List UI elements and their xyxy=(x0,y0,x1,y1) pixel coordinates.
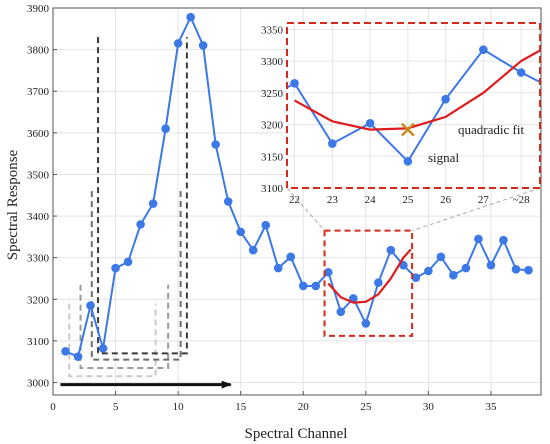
signal-point xyxy=(186,12,195,22)
signal-point xyxy=(474,234,483,244)
y-tick-label: 3200 xyxy=(27,294,50,306)
x-tick-label: 25 xyxy=(360,401,372,413)
signal-point xyxy=(298,281,308,291)
signal-point xyxy=(374,278,383,287)
inset-plot: 22 23 24 25 26 27 ~28 3100 3150 3200 3250 3300 3350 xyxy=(261,22,541,232)
signal-point xyxy=(273,263,283,273)
y-tick-label: 3900 xyxy=(27,3,50,15)
signal-point xyxy=(61,347,70,356)
inset-y-tick-label: 3350 xyxy=(261,24,284,36)
inset-y-tick-label: 3250 xyxy=(261,88,284,100)
signal-point xyxy=(286,252,296,262)
fit-minimum-marker xyxy=(400,122,415,137)
y-tick-label: 3600 xyxy=(27,128,50,140)
signal-point xyxy=(73,352,83,362)
y-tick-label: 3500 xyxy=(27,169,50,181)
x-tick-label: 20 xyxy=(298,401,310,413)
x-axis-title: Spectral Channel xyxy=(245,426,348,442)
signal-point xyxy=(261,220,271,230)
signal-point xyxy=(161,124,170,133)
y-tick-label: 3700 xyxy=(27,86,50,98)
x-tick-label: 15 xyxy=(235,401,247,413)
signal-point xyxy=(236,227,245,237)
signal-point xyxy=(86,301,95,310)
x-tick-label: 35 xyxy=(485,401,497,413)
inset-signal-point xyxy=(328,139,337,148)
window-step-2 xyxy=(79,284,170,369)
inset-signal-point xyxy=(403,157,413,166)
signal-point xyxy=(198,41,208,50)
inset-x-tick-label: 25 xyxy=(402,194,414,206)
signal-point xyxy=(148,199,158,208)
signal-point xyxy=(223,197,233,206)
inset-background xyxy=(287,23,540,188)
signal-point xyxy=(136,220,145,229)
inset-y-tick-label: 3300 xyxy=(261,56,284,68)
window-step-4 xyxy=(97,37,188,355)
signal-point xyxy=(173,39,183,48)
inset-frame xyxy=(286,22,541,189)
y-tick-label: 3000 xyxy=(27,378,50,390)
connector-line xyxy=(411,187,541,232)
signal-point xyxy=(486,260,496,270)
inset-signal-point xyxy=(365,118,375,128)
inset-x-tick-label: ~28 xyxy=(513,194,530,206)
signal-point xyxy=(424,266,433,276)
y-tick-label: 3400 xyxy=(27,211,50,223)
signal-point xyxy=(211,140,220,149)
inset-x-tick-label: 22 xyxy=(289,194,300,206)
y-tick-label: 3100 xyxy=(27,336,50,348)
signal-point xyxy=(436,252,446,262)
inset-signal-point xyxy=(516,68,526,77)
x-tick-label: 5 xyxy=(113,401,119,413)
signal-label: signal xyxy=(428,150,459,165)
inset-x-tick-label: 23 xyxy=(327,194,339,206)
y-tick-label: 3800 xyxy=(27,45,50,57)
zoom-box xyxy=(323,229,414,337)
inset-y-tick-label: 3100 xyxy=(261,183,284,195)
x-tick-label: 30 xyxy=(423,401,435,413)
inset-series xyxy=(287,45,540,166)
x-tick-label: 0 xyxy=(50,401,56,413)
signal-point xyxy=(449,270,458,280)
window-step-1 xyxy=(68,303,157,378)
signal-point xyxy=(123,257,133,267)
zoom-region xyxy=(323,229,414,337)
window-step-3 xyxy=(90,191,182,361)
fit-line xyxy=(327,248,412,304)
inset-x-tick-label: 27 xyxy=(478,194,490,206)
x-tick-label: 10 xyxy=(173,401,185,413)
inset-fit-line xyxy=(294,49,540,131)
inset-signal-point xyxy=(441,94,450,104)
signal-point xyxy=(311,281,321,291)
signal-point xyxy=(248,245,258,255)
plot-frame xyxy=(52,7,542,396)
signal-point xyxy=(111,263,120,273)
connector-line xyxy=(286,187,325,231)
signal-point xyxy=(336,307,346,317)
inset-signal-point xyxy=(479,45,488,54)
signal-point xyxy=(323,267,333,277)
signal-point xyxy=(411,273,421,282)
main-axes xyxy=(52,7,542,396)
y-tick-label: 3300 xyxy=(27,253,50,265)
signal-series xyxy=(61,12,533,362)
signal-point xyxy=(499,235,508,245)
signal-point xyxy=(524,265,533,275)
main-tick-labels: 0 5 10 15 20 25 30 35 3000 3100 3200 3300 3400 3500 36… xyxy=(27,3,497,413)
signal-point xyxy=(386,245,396,255)
inset-x-tick-label: 24 xyxy=(365,194,377,206)
y-axis-title: Spectral Response xyxy=(5,149,21,260)
inset-y-tick-label: 3200 xyxy=(261,120,284,132)
fit-label: quadradic fit xyxy=(458,122,524,137)
signal-point xyxy=(361,319,371,328)
inset-x-tick-label: 26 xyxy=(440,194,452,206)
signal-point xyxy=(461,263,471,273)
signal-point xyxy=(98,344,108,353)
window-steps xyxy=(60,37,232,389)
signal-point xyxy=(511,265,521,274)
inset-signal-point xyxy=(290,78,299,88)
inset-y-tick-label: 3150 xyxy=(261,151,284,163)
